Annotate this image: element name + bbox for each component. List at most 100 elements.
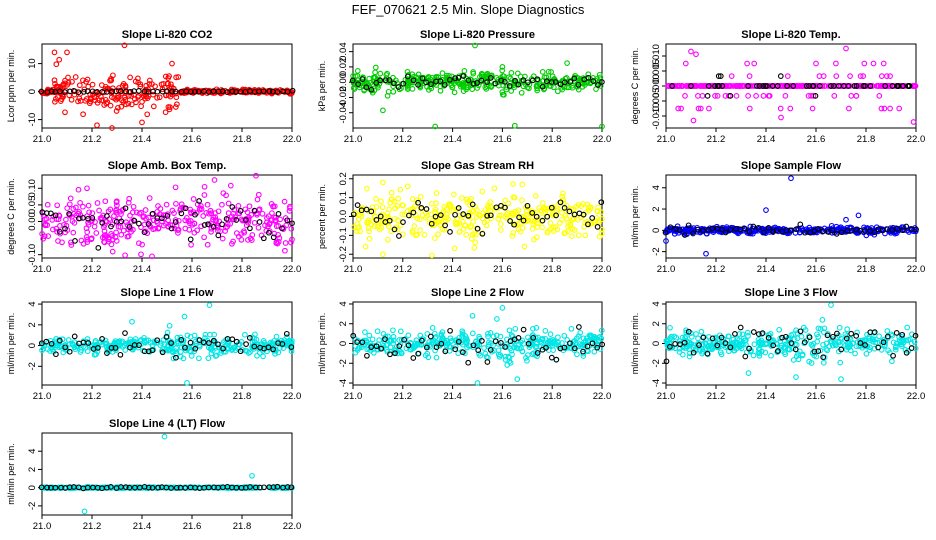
reference-point xyxy=(797,221,804,228)
reference-point xyxy=(815,225,821,232)
data-point xyxy=(53,225,60,232)
data-point xyxy=(391,215,398,222)
reference-point xyxy=(893,330,900,336)
data-point xyxy=(523,355,529,361)
data-point xyxy=(451,245,458,252)
data-point xyxy=(790,357,797,363)
data-point xyxy=(755,336,762,343)
y-tick-label: -2 xyxy=(651,247,662,255)
x-tick-label: 21.8 xyxy=(233,391,252,402)
data-point xyxy=(695,335,701,342)
data-point xyxy=(168,346,175,352)
outlier-point xyxy=(855,212,862,219)
data-point xyxy=(119,97,125,104)
data-point xyxy=(505,200,512,207)
data-point xyxy=(796,83,803,89)
data-point xyxy=(775,347,782,354)
data-point xyxy=(380,331,387,337)
reference-point xyxy=(498,77,505,84)
x-tick-label: 21.4 xyxy=(757,264,776,275)
outlier-point xyxy=(469,312,476,319)
data-point xyxy=(63,216,69,223)
data-point xyxy=(433,190,440,196)
data-point xyxy=(468,235,475,242)
data-point xyxy=(591,348,598,355)
reference-point xyxy=(762,83,769,89)
reference-point xyxy=(539,83,546,90)
reference-point xyxy=(363,206,370,213)
data-point xyxy=(545,68,552,75)
reference-point xyxy=(442,348,449,355)
outlier-point xyxy=(828,302,834,308)
reference-point xyxy=(288,484,295,491)
data-point xyxy=(573,204,579,210)
data-point xyxy=(815,333,821,340)
reference-point xyxy=(247,225,253,232)
data-point xyxy=(417,341,424,348)
data-point xyxy=(466,214,473,220)
data-point xyxy=(813,353,820,360)
x-tick-label: 22.0 xyxy=(907,264,926,275)
data-point xyxy=(431,80,438,86)
reference-point xyxy=(681,339,688,346)
data-point xyxy=(172,217,179,223)
data-point xyxy=(464,196,470,203)
data-point xyxy=(826,343,833,350)
data-point xyxy=(493,332,500,339)
outlier-point xyxy=(599,123,605,130)
data-point xyxy=(109,248,116,255)
reference-point xyxy=(364,352,370,359)
data-point xyxy=(425,354,432,361)
reference-point xyxy=(265,344,272,351)
reference-point xyxy=(548,354,555,361)
reference-point xyxy=(419,337,425,344)
data-point xyxy=(449,84,456,91)
data-point xyxy=(408,346,414,353)
reference-point xyxy=(182,485,189,491)
reference-point xyxy=(396,233,402,239)
x-tick-label: 21.8 xyxy=(233,264,252,275)
reference-point xyxy=(761,229,767,235)
reference-point xyxy=(525,79,531,86)
reference-point xyxy=(72,238,78,244)
reference-point xyxy=(745,83,751,89)
reference-point xyxy=(452,211,458,218)
data-point xyxy=(765,93,772,99)
data-point xyxy=(264,219,270,226)
data-point xyxy=(574,351,580,358)
data-point xyxy=(55,216,62,223)
y-tick-label: 0.005 xyxy=(651,59,662,83)
outlier-point xyxy=(519,181,526,188)
data-point xyxy=(569,84,576,91)
reference-point xyxy=(853,83,860,89)
data-point xyxy=(364,80,371,87)
data-point xyxy=(494,316,500,322)
reference-point xyxy=(415,199,421,206)
reference-point xyxy=(391,80,397,87)
panel-4: Slope Amb. Box Temp. 21.0 21.2 21.4 21.6 21.8… xyxy=(6,160,301,275)
data-point xyxy=(71,91,78,98)
x-tick-label: 21.0 xyxy=(33,134,52,145)
data-point xyxy=(84,348,91,355)
reference-point xyxy=(89,215,96,221)
data-point xyxy=(167,222,174,228)
y-tick-label: 2 xyxy=(338,321,349,326)
data-point xyxy=(703,83,710,89)
data-point xyxy=(162,73,169,80)
data-point xyxy=(111,341,118,348)
reference-point xyxy=(912,332,919,339)
panel-title: Slope Sample Flow xyxy=(741,160,842,172)
x-tick-label: 21.8 xyxy=(857,134,876,145)
reference-point xyxy=(206,340,212,346)
data-point xyxy=(408,76,414,83)
data-point xyxy=(562,229,569,236)
reference-point xyxy=(770,228,776,235)
data-point xyxy=(252,331,258,338)
reference-point xyxy=(164,88,170,95)
data-point xyxy=(485,330,491,337)
reference-point xyxy=(816,83,823,89)
data-point xyxy=(272,346,279,353)
data-point xyxy=(863,343,870,349)
outlier-point xyxy=(788,175,794,182)
panel-9: Slope Line 3 Flow 21.0 21.2 21.4 21.6 21.8 22.… xyxy=(630,287,925,402)
